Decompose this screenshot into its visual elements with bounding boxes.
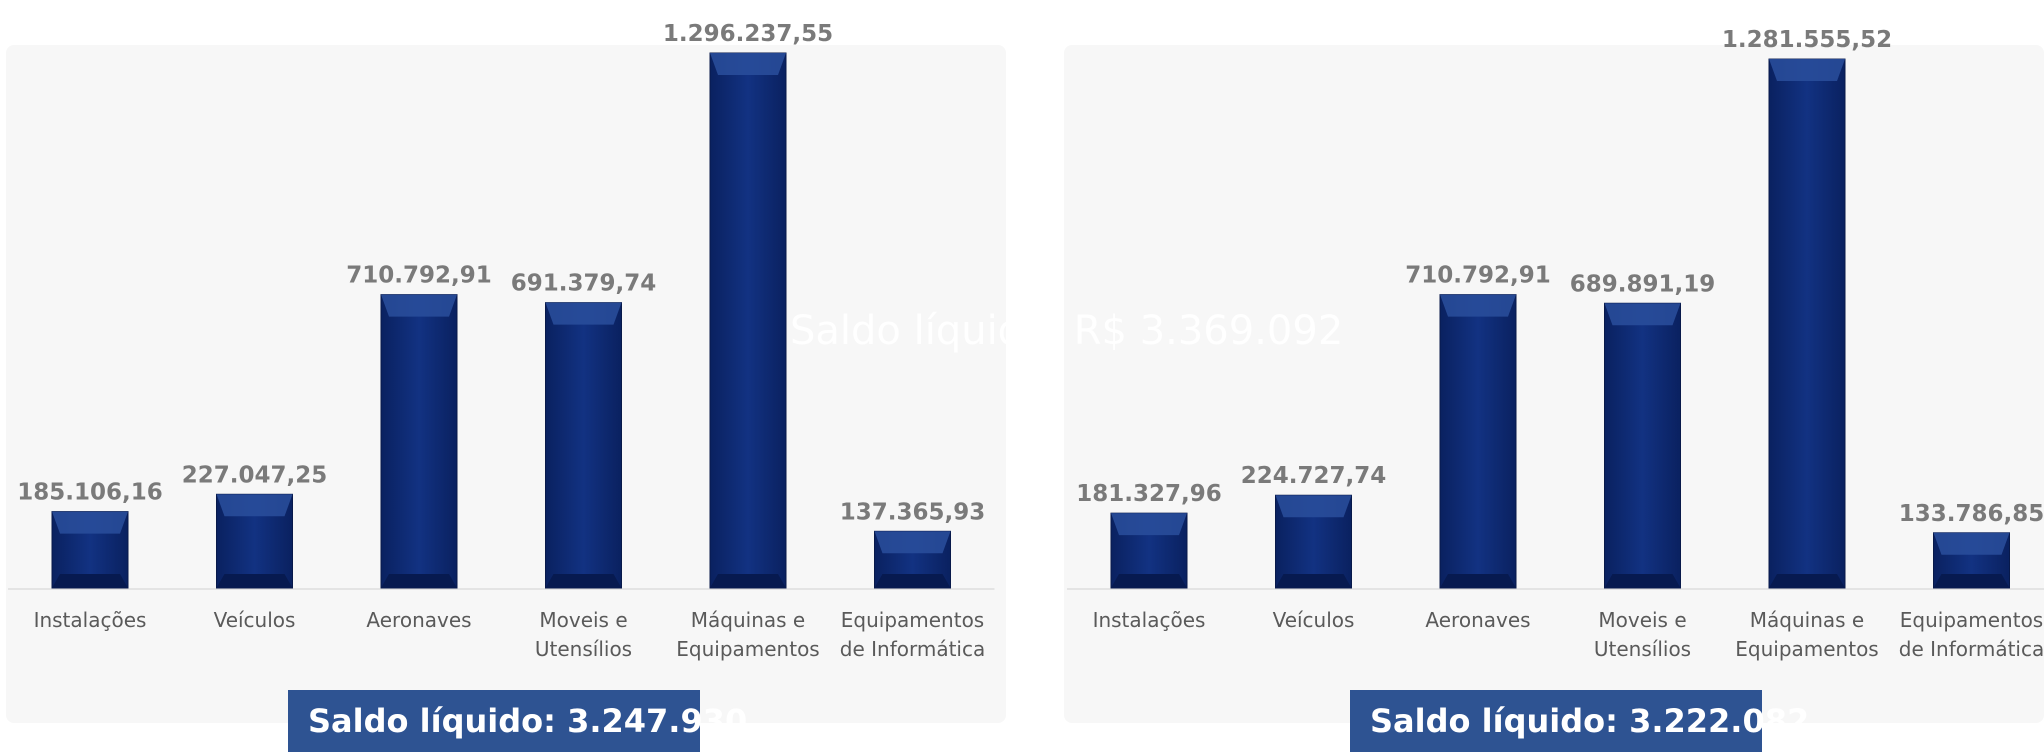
category-label-right-4-line1: Equipamentos	[1735, 637, 1878, 661]
bar-left-3	[545, 302, 622, 589]
value-label-right-1: 224.727,74	[1241, 463, 1387, 489]
saldo-badge-right: Saldo líquido: 3.222.082	[1350, 690, 1809, 752]
bar-left-5	[874, 530, 951, 589]
value-label-left-5: 137.365,93	[840, 499, 986, 525]
bar-right-0	[1110, 512, 1188, 589]
bar-right-1	[1275, 494, 1352, 589]
bar-left-0	[51, 511, 129, 589]
category-label-left-5-line0: Equipamentos	[841, 608, 984, 632]
value-label-left-0: 185.106,16	[17, 480, 163, 506]
value-label-left-4: 1.296.237,55	[663, 21, 833, 47]
category-label-left-1-line0: Veículos	[214, 608, 296, 632]
category-label-left-3-line1: Utensílios	[535, 637, 632, 661]
category-label-right-2-line0: Aeronaves	[1425, 608, 1530, 632]
value-label-right-0: 181.327,96	[1076, 481, 1222, 507]
category-label-left-2-line0: Aeronaves	[366, 608, 471, 632]
category-label-left-3-line0: Moveis e	[539, 608, 627, 632]
category-label-right-4-line0: Máquinas e	[1750, 608, 1864, 632]
bar-left-2	[380, 294, 458, 589]
value-label-left-3: 691.379,74	[511, 271, 657, 297]
value-label-right-4: 1.281.555,52	[1722, 27, 1892, 53]
value-label-left-2: 710.792,91	[346, 263, 492, 289]
bar-left-4	[709, 52, 787, 589]
bar-left-1	[216, 493, 293, 589]
category-label-right-5-line1: de Informática	[1899, 637, 2044, 661]
bar-right-4	[1768, 58, 1846, 589]
category-label-right-3-line1: Utensílios	[1594, 637, 1691, 661]
category-label-right-0-line0: Instalações	[1093, 608, 1206, 632]
value-label-left-1: 227.047,25	[182, 462, 328, 488]
bar-right-3	[1604, 302, 1681, 589]
chart-panel-left	[6, 45, 1006, 723]
category-label-left-5-line1: de Informática	[840, 637, 985, 661]
value-label-right-5: 133.786,85	[1899, 501, 2044, 527]
category-label-right-3-line0: Moveis e	[1598, 608, 1686, 632]
category-label-left-4-line0: Máquinas e	[691, 608, 805, 632]
bar-right-2	[1439, 294, 1517, 589]
category-label-left-0-line0: Instalações	[34, 608, 147, 632]
watermark-text: Saldo líquido: R$ 3.369.092	[790, 308, 1344, 354]
category-label-right-1-line0: Veículos	[1273, 608, 1355, 632]
saldo-badge-left: Saldo líquido: 3.247.930	[288, 690, 747, 752]
chart-panel-right	[1064, 45, 2044, 723]
value-label-right-2: 710.792,91	[1405, 263, 1551, 289]
category-label-left-4-line1: Equipamentos	[676, 637, 819, 661]
category-label-right-5-line0: Equipamentos	[1900, 608, 2043, 632]
value-label-right-3: 689.891,19	[1570, 271, 1716, 297]
bar-right-5	[1933, 532, 2010, 589]
